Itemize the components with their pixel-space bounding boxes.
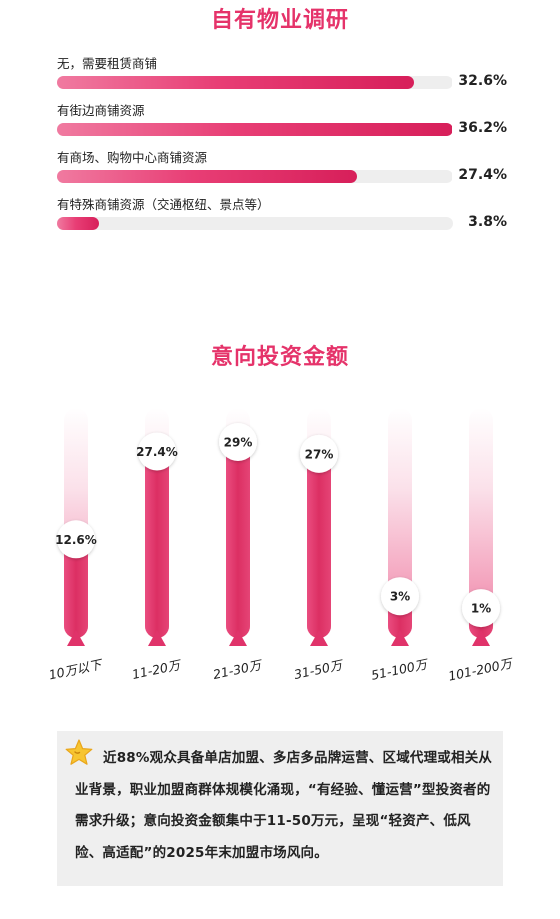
bar-base-triangle (67, 630, 85, 646)
survey-title: 自有物业调研 (210, 8, 349, 33)
value-bubble (138, 432, 176, 471)
bar-track (57, 76, 453, 89)
bar-row: 有商场、购物中心商铺资源 27.4% (57, 149, 507, 183)
bar-fill (226, 442, 250, 638)
bar-base-triangle (148, 630, 166, 646)
bar-base-triangle (229, 630, 247, 646)
summary-note: 近88%观众具备单店加盟、多店多品牌运营、区域代理或相关从业背景，职业加盟商群体… (57, 731, 503, 886)
bar-fill (57, 217, 99, 230)
value-bubble (57, 520, 95, 559)
category-label: 51-100万 (370, 656, 431, 683)
bar-track (57, 123, 453, 136)
bar-base-triangle (472, 630, 490, 646)
bar-base-triangle (391, 630, 409, 646)
bar-track (57, 217, 453, 230)
investment-bar-chart: 12.6% 10万以下 27.4% 11-20万 29% 21-30万 27% 31-50万 3… (47, 408, 516, 684)
value-label: 1% (471, 602, 491, 616)
category-label: 10万以下 (47, 656, 105, 682)
investment-title: 意向投资金额 (210, 345, 349, 370)
value-label: 12.6% (55, 533, 97, 547)
category-label: 21-30万 (212, 657, 265, 682)
category-label: 11-20万 (131, 657, 184, 682)
bar-tube (469, 408, 493, 638)
bar-fill (64, 539, 88, 638)
value-label: 27% (305, 447, 334, 461)
bar-row: 有特殊商铺资源（交通枢纽、景点等） 3.8% (57, 196, 507, 230)
bar-label: 有街边商铺资源 (57, 103, 145, 118)
bar-fill (57, 76, 414, 89)
bar-fill (57, 123, 453, 136)
value-bubble (381, 577, 419, 616)
bar-value: 36.2% (452, 120, 507, 136)
bar-row: 有街边商铺资源 36.2% (57, 102, 507, 136)
bar-value: 3.8% (462, 214, 507, 230)
bar-value: 27.4% (452, 167, 507, 183)
bar-fill (57, 170, 357, 183)
bar-base-triangle (310, 630, 328, 646)
value-label: 3% (390, 590, 410, 604)
value-bubble (219, 423, 257, 461)
summary-text: 近88%观众具备单店加盟、多店多品牌运营、区域代理或相关从业背景，职业加盟商群体… (75, 750, 493, 861)
value-bubble (462, 589, 500, 628)
value-bubble (300, 434, 338, 473)
category-label: 101-200万 (447, 655, 516, 684)
bar-label: 有特殊商铺资源（交通枢纽、景点等） (57, 197, 270, 212)
bar-label: 无，需要租赁商铺 (57, 56, 158, 71)
bar-fill (307, 453, 331, 638)
value-label: 27.4% (136, 445, 178, 459)
value-label: 29% (224, 436, 253, 450)
bar-fill (145, 451, 169, 638)
bar-value: 32.6% (452, 73, 507, 89)
star-icon (65, 739, 93, 765)
bar-track (57, 170, 453, 183)
bar-row: 无，需要租赁商铺 32.6% (57, 55, 507, 89)
category-label: 31-50万 (293, 657, 346, 682)
bar-label: 有商场、购物中心商铺资源 (57, 150, 208, 165)
